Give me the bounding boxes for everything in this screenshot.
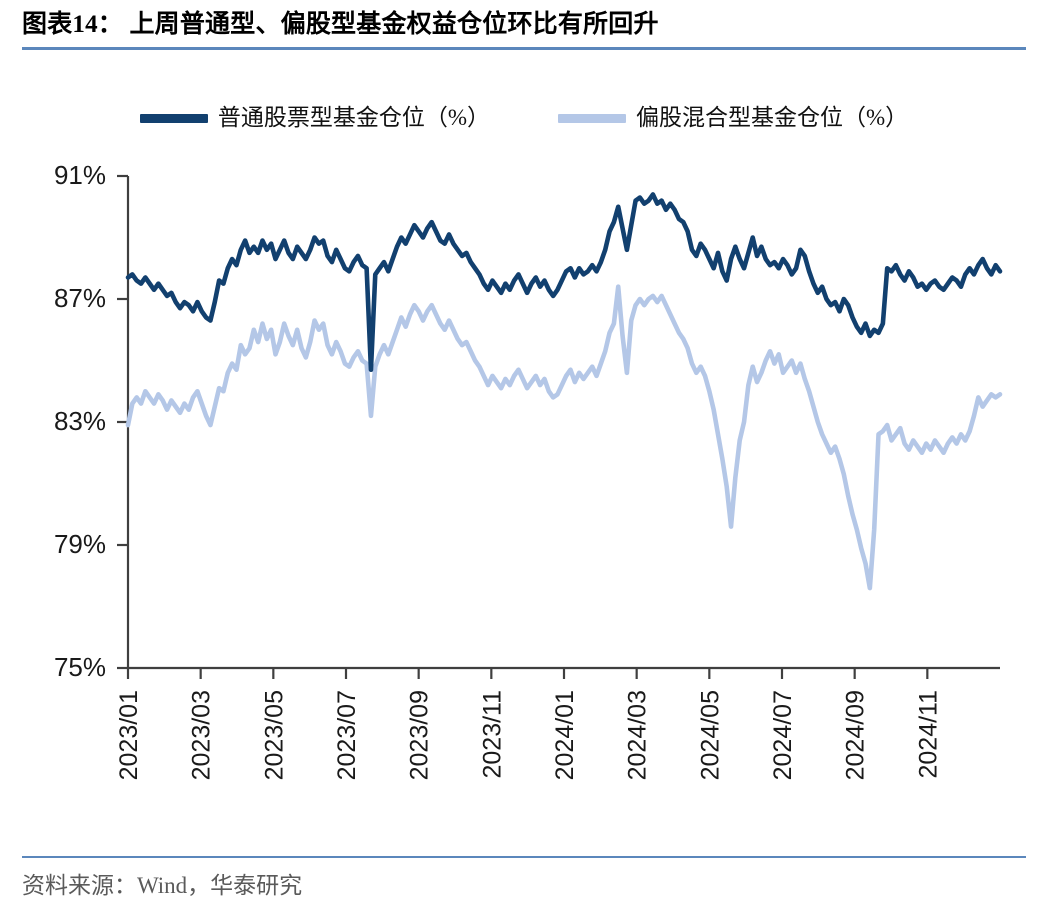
y-tick-label: 91% (54, 160, 106, 190)
x-tick-label: 2024/09 (842, 690, 870, 780)
legend-swatch-dark-icon (139, 113, 208, 123)
chart-legend: 普通股票型基金仓位（%） 偏股混合型基金仓位（%） (0, 105, 1048, 131)
x-tick-label: 2024/07 (769, 690, 797, 780)
footer-divider (22, 856, 1026, 858)
x-tick-label: 2023/07 (333, 690, 361, 780)
x-axis-labels: 2023/01 2023/03 2023/05 2023/07 2023/09 2023/… (115, 690, 942, 780)
chart-plot-area: 91% 87% 83% 79% 75% 2023/01 2023/03 2023/05 202… (0, 150, 1048, 810)
line-chart: 91%87%83%79%75% 2023/01 2023/03 2023/05 202… (54, 160, 1003, 780)
x-tick-label: 2023/01 (115, 690, 143, 780)
x-tick-label: 2024/03 (624, 690, 652, 780)
source-note: 资料来源：Wind，华泰研究 (22, 873, 303, 898)
x-tick-label: 2023/05 (260, 690, 288, 780)
x-tick-label: 2023/11 (478, 690, 506, 779)
header-divider (22, 47, 1026, 50)
legend-item-ordinary-equity-fund: 普通股票型基金仓位（%） (139, 105, 490, 131)
y-tick-label: 83% (54, 406, 106, 436)
legend-label-mixed-equity-fund: 偏股混合型基金仓位（%） (636, 105, 909, 130)
legend-item-mixed-equity-fund: 偏股混合型基金仓位（%） (558, 105, 908, 131)
y-axis-labels: 91% 87% 83% 79% 75% (54, 160, 106, 682)
y-axis-ticks (117, 174, 128, 670)
x-tick-label: 2024/11 (914, 690, 942, 779)
legend-swatch-light-icon (558, 113, 626, 123)
y-tick-label: 75% (54, 652, 106, 682)
page-title: 图表14： 上周普通型、偏股型基金权益仓位环比有所回升 (22, 11, 659, 38)
x-tick-label: 2023/03 (188, 690, 216, 780)
chart-footer: 资料来源：Wind，华泰研究 (22, 856, 1026, 900)
series-line-ordinary-equity-fund (125, 192, 1003, 373)
chart-header: 图表14： 上周普通型、偏股型基金权益仓位环比有所回升 (22, 8, 1026, 50)
x-tick-label: 2024/05 (696, 690, 724, 780)
legend-label-ordinary-equity-fund: 普通股票型基金仓位（%） (217, 105, 490, 130)
y-tick-label: 87% (54, 283, 106, 313)
series-line-mixed-equity-fund (125, 284, 1003, 591)
x-axis-ticks (126, 668, 929, 679)
x-tick-label: 2023/09 (406, 690, 434, 780)
x-tick-label: 2024/01 (551, 690, 579, 780)
y-tick-label: 79% (54, 529, 106, 559)
